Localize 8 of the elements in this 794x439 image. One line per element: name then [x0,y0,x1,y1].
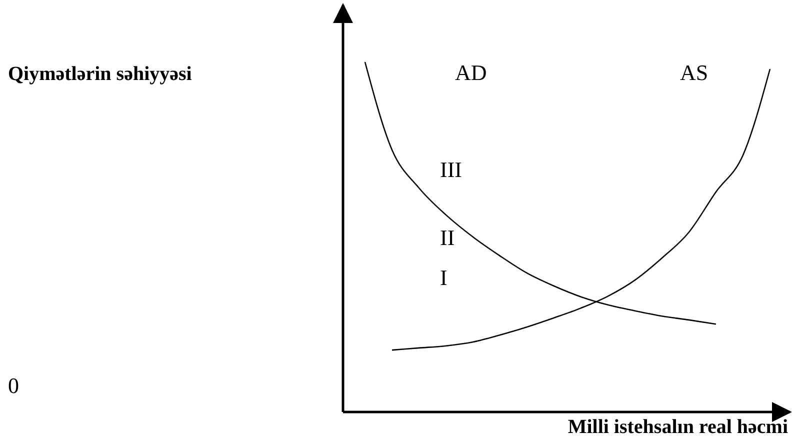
annotation: II [440,225,455,250]
annotation: III [440,157,462,182]
text: Qiymətlərin səhiyyəsi [8,63,192,85]
x-axis-title: Milli istehsalın real həcmi [568,416,788,438]
annotation: AD [455,60,487,85]
text: 0 [8,373,19,398]
annotation: I [440,265,448,290]
annotation: AS [680,60,708,85]
